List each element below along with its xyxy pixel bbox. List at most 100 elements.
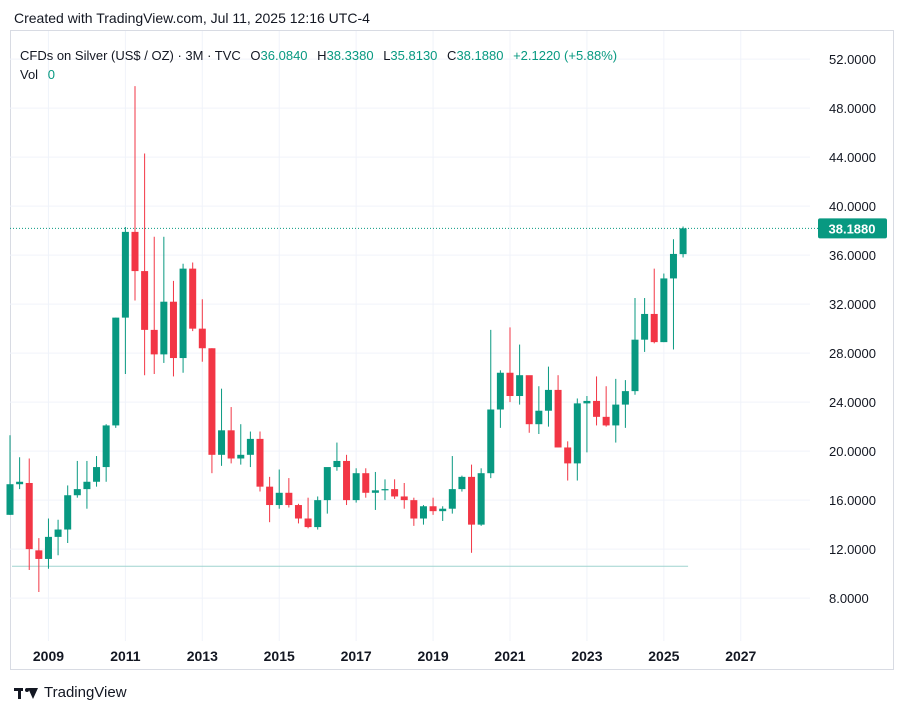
- x-tick-label: 2017: [341, 648, 372, 664]
- candle-body: [429, 506, 437, 512]
- candle-body: [189, 268, 197, 329]
- candle-body: [400, 496, 408, 501]
- open-value: 36.0840: [260, 48, 308, 63]
- symbol-name[interactable]: CFDs on Silver (US$ / OZ) · 3M · TVC: [20, 48, 241, 63]
- candle-body: [198, 328, 206, 349]
- candle-body: [641, 313, 649, 340]
- candle-body: [102, 425, 110, 468]
- volume-label: Vol: [20, 67, 39, 82]
- last-price-label: 38.1880: [829, 221, 876, 236]
- candle-body: [631, 339, 639, 392]
- brand-text: TradingView: [44, 684, 127, 701]
- candle-body: [275, 492, 283, 506]
- volume-value: 0: [47, 67, 55, 82]
- candle-body: [160, 301, 168, 355]
- candle-body: [660, 278, 668, 343]
- candle-body: [468, 476, 476, 525]
- candle-body: [83, 481, 91, 490]
- candle-body: [121, 231, 129, 318]
- x-tick-label: 2015: [264, 648, 295, 664]
- y-tick-label: 40.0000: [829, 199, 876, 214]
- candle-body: [650, 313, 658, 343]
- candle-body: [352, 473, 360, 501]
- x-tick-label: 2013: [187, 648, 218, 664]
- candle-body: [333, 460, 341, 468]
- candle-body: [573, 403, 581, 464]
- candle-body: [294, 505, 302, 519]
- y-tick-label: 28.0000: [829, 346, 876, 361]
- x-tick-label: 2009: [33, 648, 64, 664]
- candle-body: [362, 473, 370, 493]
- last-price-badge: [818, 218, 887, 239]
- candle-body: [612, 404, 620, 426]
- candle-body: [554, 389, 562, 448]
- candle-body: [448, 489, 456, 509]
- x-tick-label: 2027: [725, 648, 756, 664]
- candle-body: [621, 391, 629, 405]
- high-value: 38.3380: [326, 48, 374, 63]
- candle-body: [679, 228, 687, 255]
- candle-body: [564, 447, 572, 464]
- candle-body: [44, 536, 52, 559]
- x-tick-label: 2019: [417, 648, 448, 664]
- x-tick-label: 2025: [648, 648, 679, 664]
- footer-brand[interactable]: TradingView: [14, 684, 127, 701]
- y-tick-label: 20.0000: [829, 444, 876, 459]
- x-tick-label: 2021: [494, 648, 525, 664]
- y-tick-label: 44.0000: [829, 150, 876, 165]
- low-value: 35.8130: [390, 48, 438, 63]
- candle-body: [391, 489, 399, 497]
- y-tick-label: 52.0000: [829, 52, 876, 67]
- y-tick-label: 24.0000: [829, 395, 876, 410]
- y-tick-label: 32.0000: [829, 297, 876, 312]
- candle-body: [227, 430, 235, 459]
- candle-body: [73, 489, 81, 496]
- candle-body: [477, 473, 485, 525]
- open-label: O: [250, 48, 261, 63]
- y-tick-label: 8.0000: [829, 591, 869, 606]
- symbol-legend: CFDs on Silver (US$ / OZ) · 3M · TVC O36…: [20, 46, 617, 84]
- candle-body: [93, 467, 101, 482]
- y-tick-label: 12.0000: [829, 542, 876, 557]
- candle-body: [131, 231, 139, 272]
- y-tick-label: 16.0000: [829, 493, 876, 508]
- candle-body: [343, 460, 351, 501]
- candle-body: [535, 410, 543, 425]
- change-value: +2.1220 (+5.88%): [513, 48, 618, 63]
- chart-frame: [10, 30, 894, 670]
- candle-body: [544, 389, 552, 411]
- candle-body: [141, 271, 149, 330]
- tradingview-logo-icon: [14, 686, 38, 700]
- candle-body: [218, 430, 226, 455]
- candle-body: [669, 253, 677, 279]
- created-header: Created with TradingView.com, Jul 11, 20…: [14, 10, 370, 26]
- low-label: L: [383, 48, 391, 63]
- candle-body: [323, 467, 331, 501]
- candle-body: [458, 476, 466, 490]
- high-label: H: [317, 48, 327, 63]
- candle-body: [525, 375, 533, 425]
- y-tick-label: 48.0000: [829, 101, 876, 116]
- candle-body: [516, 375, 524, 397]
- candle-body: [583, 400, 591, 404]
- candle-body: [371, 490, 379, 493]
- candle-body: [256, 438, 264, 487]
- candle-body: [410, 500, 418, 519]
- candle-body: [35, 550, 43, 559]
- y-tick-label: 36.0000: [829, 248, 876, 263]
- candle-body: [506, 372, 514, 397]
- candle-body: [266, 486, 274, 506]
- candle-body: [54, 529, 62, 537]
- candle-body: [6, 484, 14, 515]
- candle-body: [64, 495, 72, 530]
- x-tick-label: 2011: [110, 648, 141, 664]
- close-label: C: [447, 48, 457, 63]
- legend-volume-row: Vol 0: [20, 65, 617, 84]
- candle-body: [304, 518, 312, 528]
- candle-body: [314, 500, 322, 528]
- candle-body: [150, 329, 158, 355]
- candle-body: [419, 506, 427, 519]
- candle-body: [381, 489, 389, 491]
- candle-body: [496, 372, 504, 410]
